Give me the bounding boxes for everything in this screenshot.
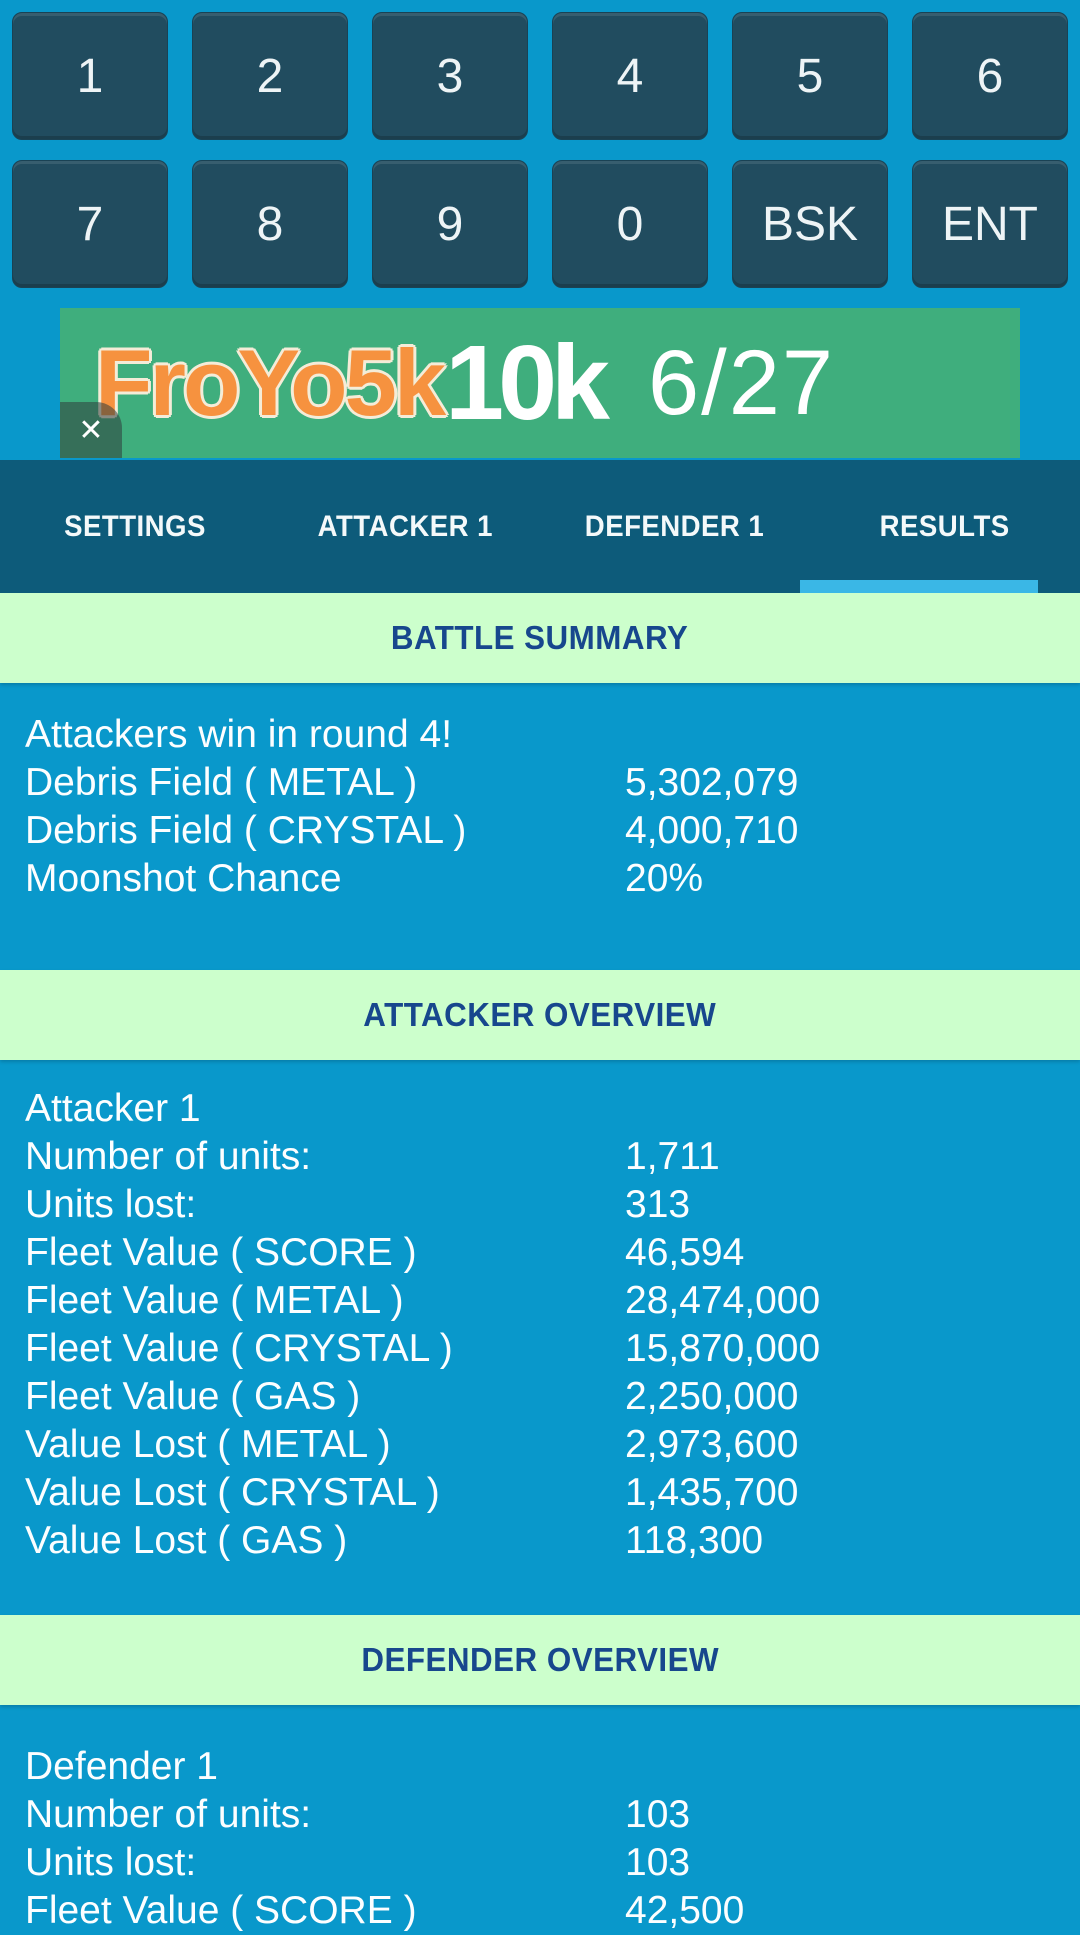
row-label: Number of units:	[25, 1135, 312, 1178]
row-label: Fleet Value ( METAL )	[25, 1279, 404, 1322]
row-label: Number of units:	[25, 1793, 312, 1836]
defender-overview-rows: Defender 1 Number of units: 103 Units lo…	[0, 1705, 1080, 1935]
section-title: BATTLE SUMMARY	[391, 619, 689, 656]
result-row: Fleet Value ( CRYSTAL ) 15,870,000	[25, 1325, 1080, 1373]
keypad-row-1: 1 2 3 4 5 6	[12, 12, 1068, 140]
key-3[interactable]: 3	[372, 12, 528, 140]
tab-attacker-1[interactable]: ATTACKER 1	[317, 509, 493, 543]
ad-date-text: 6/27	[647, 331, 836, 434]
row-value: 1,435,700	[625, 1471, 799, 1514]
ad-brand-text: FroYo5k	[95, 330, 446, 435]
tab-defender-1[interactable]: DEFENDER 1	[585, 509, 765, 543]
row-label: Debris Field ( METAL )	[25, 761, 418, 804]
result-row: Number of units: 1,711	[25, 1133, 1080, 1181]
row-value: 2,250,000	[625, 1375, 799, 1418]
numeric-keypad: 1 2 3 4 5 6 7 8 9 0 BSK ENT	[0, 0, 1080, 288]
result-row: Value Lost ( METAL ) 2,973,600	[25, 1421, 1080, 1469]
row-label: Debris Field ( CRYSTAL )	[25, 809, 467, 852]
key-1[interactable]: 1	[12, 12, 168, 140]
section-header-battle-summary: BATTLE SUMMARY	[0, 593, 1080, 683]
result-row: Attackers win in round 4!	[25, 711, 1080, 759]
row-value: 103	[625, 1793, 691, 1836]
result-row: Units lost: 313	[25, 1181, 1080, 1229]
result-row: Defender 1	[25, 1743, 1080, 1791]
section-header-attacker-overview: ATTACKER OVERVIEW	[0, 970, 1080, 1060]
key-6[interactable]: 6	[912, 12, 1068, 140]
row-value: 46,594	[625, 1231, 745, 1274]
key-7[interactable]: 7	[12, 160, 168, 288]
result-row: Debris Field ( METAL ) 5,302,079	[25, 759, 1080, 807]
result-row: Debris Field ( CRYSTAL ) 4,000,710	[25, 807, 1080, 855]
result-row: Fleet Value ( SCORE ) 46,594	[25, 1229, 1080, 1277]
tab-bar: SETTINGS ATTACKER 1 DEFENDER 1 RESULTS	[0, 460, 1080, 593]
result-row: Fleet Value ( GAS ) 2,250,000	[25, 1373, 1080, 1421]
row-label: Fleet Value ( GAS )	[25, 1375, 361, 1418]
key-2[interactable]: 2	[192, 12, 348, 140]
result-row: Units lost: 103	[25, 1839, 1080, 1887]
result-row: Fleet Value ( METAL ) 28,474,000	[25, 1277, 1080, 1325]
section-title: ATTACKER OVERVIEW	[363, 996, 717, 1033]
row-label: Fleet Value ( SCORE )	[25, 1889, 417, 1932]
section-title: DEFENDER OVERVIEW	[361, 1641, 719, 1678]
key-4[interactable]: 4	[552, 12, 708, 140]
row-value: 103	[625, 1841, 691, 1884]
row-label: Units lost:	[25, 1841, 197, 1884]
tab-results[interactable]: RESULTS	[879, 509, 1010, 543]
row-value: 4,000,710	[625, 809, 799, 852]
row-value: 28,474,000	[625, 1279, 821, 1322]
ad-banner[interactable]: FroYo5k 10k 6/27 ✕	[60, 308, 1020, 458]
ad-10k-text: 10k	[445, 323, 610, 442]
row-label: Moonshot Chance	[25, 857, 342, 900]
row-value: 1,711	[625, 1135, 720, 1178]
result-row: Value Lost ( GAS ) 118,300	[25, 1517, 1080, 1565]
key-5[interactable]: 5	[732, 12, 888, 140]
key-enter[interactable]: ENT	[912, 160, 1068, 288]
battle-summary-rows: Attackers win in round 4! Debris Field (…	[0, 683, 1080, 903]
close-icon: ✕	[78, 413, 104, 447]
row-label: Attackers win in round 4!	[25, 713, 453, 756]
row-value: 42,500	[625, 1889, 745, 1932]
result-row: Moonshot Chance 20%	[25, 855, 1080, 903]
row-label: Fleet Value ( SCORE )	[25, 1231, 417, 1274]
key-backspace[interactable]: BSK	[732, 160, 888, 288]
result-row: Fleet Value ( SCORE ) 42,500	[25, 1887, 1080, 1935]
ad-close-button[interactable]: ✕	[60, 402, 122, 458]
row-value: 5,302,079	[625, 761, 799, 804]
attacker-overview-rows: Attacker 1 Number of units: 1,711 Units …	[0, 1060, 1080, 1565]
active-tab-indicator	[800, 580, 1038, 593]
row-value: 2,973,600	[625, 1423, 799, 1466]
keypad-row-2: 7 8 9 0 BSK ENT	[12, 160, 1068, 288]
row-value: 15,870,000	[625, 1327, 821, 1370]
tab-settings[interactable]: SETTINGS	[64, 509, 206, 543]
row-label: Value Lost ( CRYSTAL )	[25, 1471, 440, 1514]
result-row: Value Lost ( CRYSTAL ) 1,435,700	[25, 1469, 1080, 1517]
key-0[interactable]: 0	[552, 160, 708, 288]
row-label: Attacker 1	[25, 1087, 201, 1130]
row-value: 313	[625, 1183, 691, 1226]
row-value: 20%	[625, 857, 704, 900]
result-row: Number of units: 103	[25, 1791, 1080, 1839]
row-label: Value Lost ( METAL )	[25, 1423, 391, 1466]
section-header-defender-overview: DEFENDER OVERVIEW	[0, 1615, 1080, 1705]
row-label: Units lost:	[25, 1183, 197, 1226]
key-8[interactable]: 8	[192, 160, 348, 288]
row-label: Fleet Value ( CRYSTAL )	[25, 1327, 453, 1370]
key-9[interactable]: 9	[372, 160, 528, 288]
row-label: Value Lost ( GAS )	[25, 1519, 348, 1562]
row-label: Defender 1	[25, 1745, 218, 1788]
result-row: Attacker 1	[25, 1085, 1080, 1133]
row-value: 118,300	[625, 1519, 764, 1562]
